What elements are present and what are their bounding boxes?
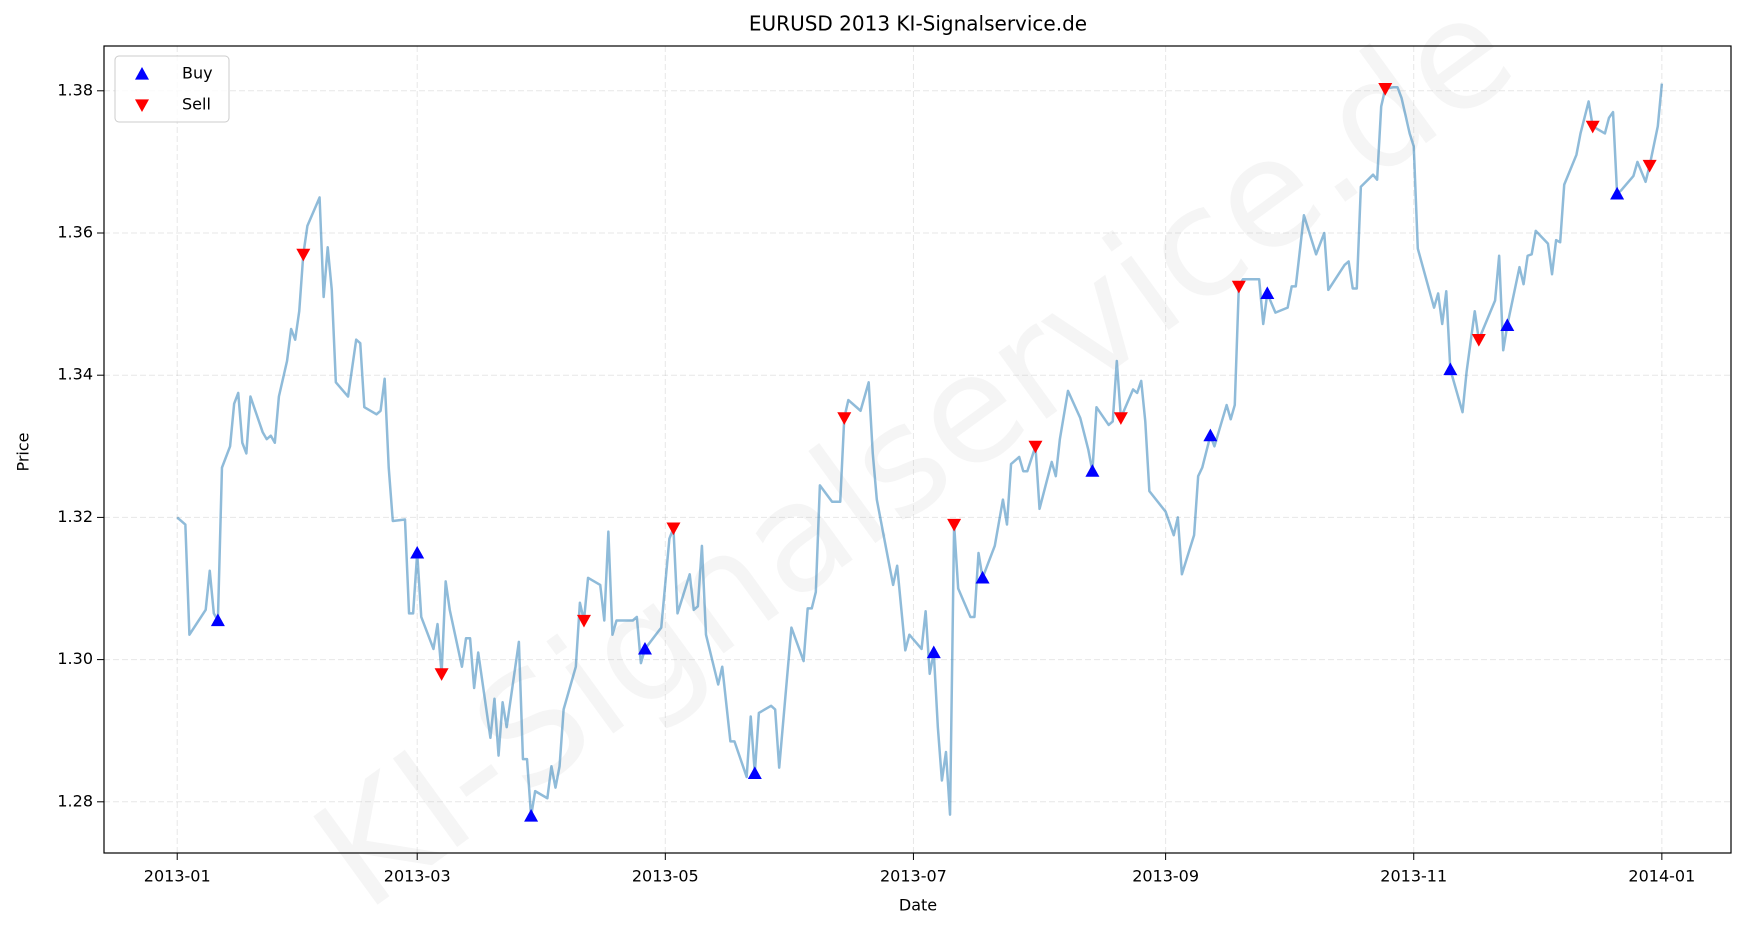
signal-marker <box>296 248 311 262</box>
signal-marker <box>666 522 681 536</box>
price-line <box>176 83 1664 818</box>
legend-marker <box>135 99 149 112</box>
signal-marker <box>524 809 539 822</box>
y-tick-label: 1.32 <box>57 507 93 526</box>
signal-marker <box>975 570 990 584</box>
signal-marker <box>1500 318 1515 332</box>
x-tick-label: 2013-05 <box>632 867 699 886</box>
signal-marker <box>1642 159 1657 173</box>
signal-marker <box>1610 186 1625 200</box>
x-axis-label: Date <box>899 896 937 915</box>
y-tick-label: 1.36 <box>57 222 93 241</box>
y-axis-label: Price <box>14 432 33 471</box>
signal-marker <box>947 518 962 532</box>
x-tick-label: 2013-09 <box>1132 867 1199 886</box>
y-tick-label: 1.28 <box>57 791 93 810</box>
signal-marker <box>210 613 225 627</box>
signal-marker <box>576 614 591 628</box>
signal-marker <box>637 641 652 655</box>
signal-marker <box>434 668 449 681</box>
plot-frame <box>103 45 1732 854</box>
legend-label: Sell <box>182 95 211 114</box>
signal-marker <box>1113 412 1128 425</box>
y-tick-label: 1.34 <box>57 365 93 384</box>
x-tick-label: 2014-01 <box>1628 867 1695 886</box>
signal-marker <box>1260 286 1275 300</box>
chart-title: EURUSD 2013 KI-Signalservice.de <box>749 12 1087 36</box>
signal-marker <box>1471 334 1486 347</box>
signal-marker <box>747 766 762 779</box>
y-tick-label: 1.38 <box>57 80 93 99</box>
x-tick-label: 2013-03 <box>384 867 451 886</box>
signal-marker <box>1231 280 1246 294</box>
signal-marker <box>1028 440 1043 454</box>
signal-marker <box>926 645 941 659</box>
signal-marker <box>1585 120 1600 134</box>
signal-marker <box>410 545 425 559</box>
signal-marker <box>1085 464 1100 477</box>
x-tick-label: 2013-11 <box>1380 867 1447 886</box>
signal-marker <box>1203 428 1218 442</box>
signal-marker <box>837 412 852 425</box>
x-tick-label: 2013-07 <box>880 867 947 886</box>
legend-label: Buy <box>182 64 213 83</box>
x-tick-label: 2013-01 <box>144 867 211 886</box>
signal-marker <box>1378 83 1393 96</box>
y-tick-label: 1.30 <box>57 649 93 668</box>
legend-marker <box>135 67 149 80</box>
signal-marker <box>1443 362 1458 376</box>
